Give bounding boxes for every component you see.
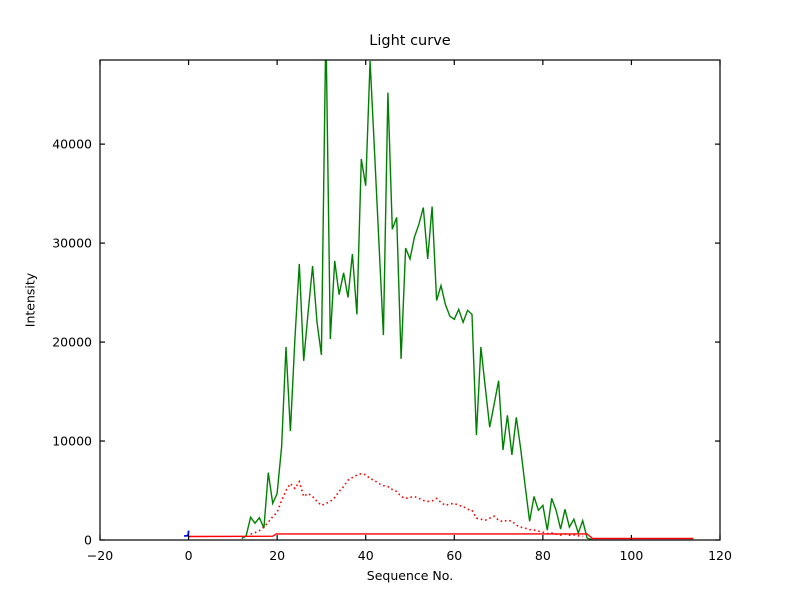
chart-title: Light curve [369,33,451,49]
x-tick-label: 120 [708,548,732,563]
y-tick-label: 10000 [52,434,92,449]
x-tick-label: 40 [358,548,374,563]
x-axis-label: Sequence No. [366,568,454,583]
x-tick-label: 100 [619,548,643,563]
plot-border [99,59,721,541]
y-tick-label: 40000 [52,137,92,152]
x-tick-label: 60 [446,548,462,563]
y-tick-label: 30000 [52,236,92,251]
x-tick-label: 80 [535,548,551,563]
y-tick-label: 0 [84,533,92,548]
series-red-step-line [188,533,694,540]
series-red-dotted-curve [250,472,583,537]
y-axis-label: Intensity [22,272,38,328]
x-tick-label: 0 [185,548,193,563]
series-green-light-curve [241,60,592,540]
x-tick-label: 20 [269,548,285,563]
y-tick-label: 20000 [52,335,92,350]
x-tick-label: −20 [87,548,113,563]
